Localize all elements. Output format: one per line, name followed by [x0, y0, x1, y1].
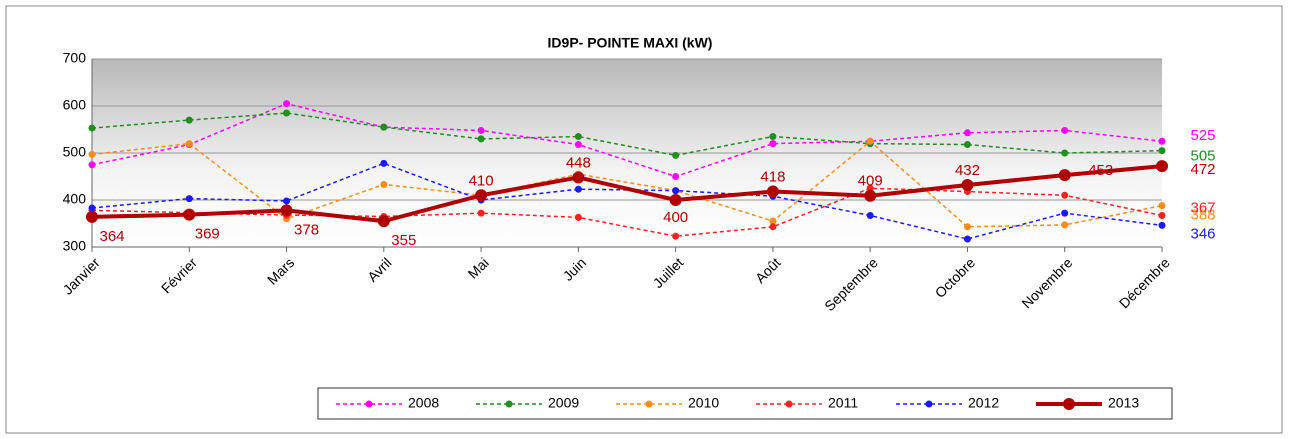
- value-label: 355: [391, 232, 416, 249]
- point: [380, 180, 388, 188]
- legend-marker: [1063, 398, 1075, 410]
- y-tick-label: 500: [63, 144, 87, 160]
- point: [864, 189, 877, 202]
- point: [1061, 191, 1069, 199]
- point: [574, 213, 582, 221]
- value-label: 448: [566, 154, 591, 171]
- point: [963, 235, 971, 243]
- point: [185, 195, 193, 203]
- point: [1061, 209, 1069, 217]
- value-label: 388: [1190, 207, 1215, 224]
- legend-marker: [785, 400, 793, 408]
- point: [769, 217, 777, 225]
- value-label: 410: [469, 172, 494, 189]
- series-line: [91, 140, 1163, 228]
- series-line: [91, 164, 1163, 224]
- point: [377, 215, 390, 228]
- value-label: 472: [1190, 161, 1215, 178]
- point: [672, 151, 680, 159]
- legend-label: 2010: [688, 395, 719, 411]
- point: [672, 232, 680, 240]
- legend-marker: [365, 400, 373, 408]
- value-label: 400: [663, 209, 688, 226]
- point: [1061, 149, 1069, 157]
- point: [1158, 147, 1166, 155]
- legend-label: 2011: [828, 395, 858, 411]
- point: [1061, 126, 1069, 134]
- chart-title: ID9P- POINTE MAXI (kW): [548, 35, 713, 51]
- point: [769, 223, 777, 231]
- legend-label: 2008: [408, 395, 439, 411]
- point: [1158, 212, 1166, 220]
- point: [961, 178, 974, 191]
- point: [477, 135, 485, 143]
- point: [88, 150, 96, 158]
- point: [380, 159, 388, 167]
- series-line: [91, 187, 1163, 237]
- legend-label: 2009: [548, 395, 579, 411]
- y-tick-label: 600: [63, 97, 87, 113]
- point: [477, 126, 485, 134]
- point: [672, 187, 680, 195]
- legend-label: 2013: [1108, 395, 1139, 411]
- point: [183, 208, 196, 221]
- point: [1158, 202, 1166, 210]
- point: [185, 116, 193, 124]
- point: [672, 173, 680, 180]
- point: [574, 141, 582, 149]
- point: [866, 212, 874, 220]
- value-label: 367: [1190, 199, 1215, 216]
- point: [185, 140, 193, 148]
- point: [572, 171, 585, 184]
- point: [380, 123, 388, 131]
- point: [669, 194, 682, 206]
- legend-marker: [645, 400, 653, 408]
- point: [88, 124, 96, 132]
- value-label: 453: [1088, 162, 1113, 179]
- point: [88, 204, 96, 212]
- y-tick-label: 300: [63, 238, 87, 254]
- legend-marker: [505, 400, 513, 408]
- legend-marker: [925, 400, 933, 408]
- legend: [317, 387, 1173, 420]
- value-label: 346: [1190, 225, 1215, 242]
- point: [475, 189, 488, 202]
- point: [283, 100, 291, 108]
- point: [1061, 221, 1069, 229]
- point: [574, 185, 582, 193]
- point: [866, 137, 874, 145]
- value-label: 525: [1190, 127, 1215, 144]
- point: [766, 185, 779, 198]
- y-tick-label: 700: [63, 50, 87, 66]
- point: [1058, 169, 1071, 182]
- point: [1158, 137, 1166, 145]
- point: [963, 223, 971, 231]
- point: [283, 109, 291, 117]
- point: [477, 209, 485, 217]
- point: [963, 129, 971, 137]
- point: [574, 133, 582, 141]
- point: [866, 184, 874, 192]
- point: [1158, 221, 1166, 229]
- point: [88, 161, 96, 169]
- value-label: 432: [955, 162, 980, 179]
- y-tick-label: 400: [63, 191, 87, 207]
- value-label: 409: [858, 173, 883, 190]
- value-label: 364: [99, 228, 124, 245]
- legend-label: 2012: [968, 395, 999, 411]
- series-line: [91, 112, 1163, 157]
- value-label: 418: [760, 169, 785, 186]
- value-label: 378: [294, 221, 319, 238]
- value-label: 505: [1190, 148, 1215, 165]
- point: [963, 141, 971, 149]
- value-label: 369: [195, 226, 220, 243]
- point: [283, 197, 291, 205]
- point: [769, 133, 777, 141]
- point: [769, 140, 777, 148]
- point: [1156, 160, 1168, 173]
- point: [280, 204, 293, 217]
- point: [86, 210, 98, 223]
